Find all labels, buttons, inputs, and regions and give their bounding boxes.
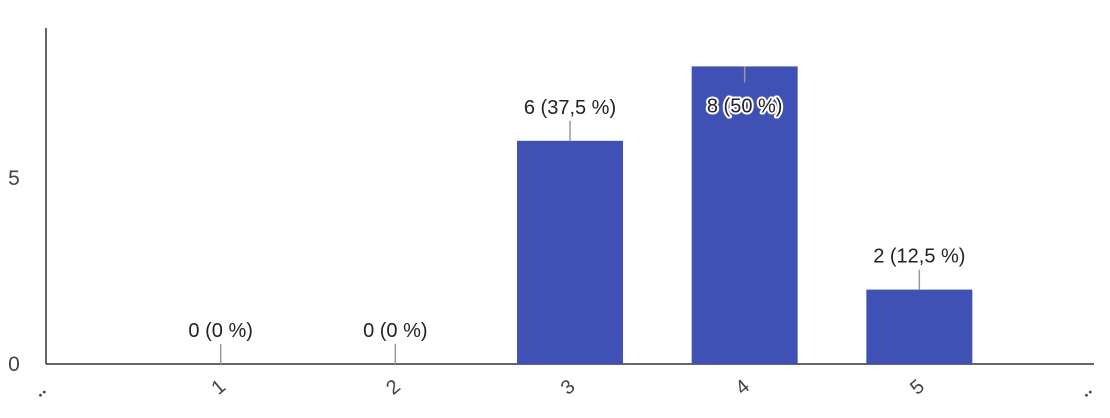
x-tick-label: 1	[207, 375, 230, 399]
y-axis-ticks: 05	[8, 167, 20, 376]
x-tick-edge-marker	[39, 390, 46, 397]
x-tick-label: 3	[557, 375, 580, 399]
data-label: 8 (50 %)	[707, 95, 783, 117]
data-labels: 0 (0 %) 0 (0 %) 6 (37,5 %) 8 (50 %) 2 (12,5 …	[188, 93, 965, 342]
x-tick-edge-marker	[1085, 390, 1092, 397]
bars	[517, 66, 973, 365]
bar	[517, 140, 623, 364]
data-label: 2 (12,5 %)	[873, 246, 965, 268]
data-label: 0 (0 %)	[188, 320, 252, 342]
x-tick-label: 2	[382, 375, 405, 399]
label-leader-lines	[219, 66, 921, 364]
x-axis-ticks: 1 2 3 4 5	[39, 375, 1092, 399]
y-tick-label: 5	[8, 167, 20, 190]
y-tick-label: 0	[8, 353, 20, 376]
bar	[691, 66, 798, 365]
data-label: 0 (0 %)	[363, 320, 427, 342]
bar	[866, 289, 973, 364]
data-label: 6 (37,5 %)	[524, 97, 616, 119]
x-tick-label: 4	[731, 375, 754, 399]
x-tick-label: 5	[906, 375, 929, 399]
